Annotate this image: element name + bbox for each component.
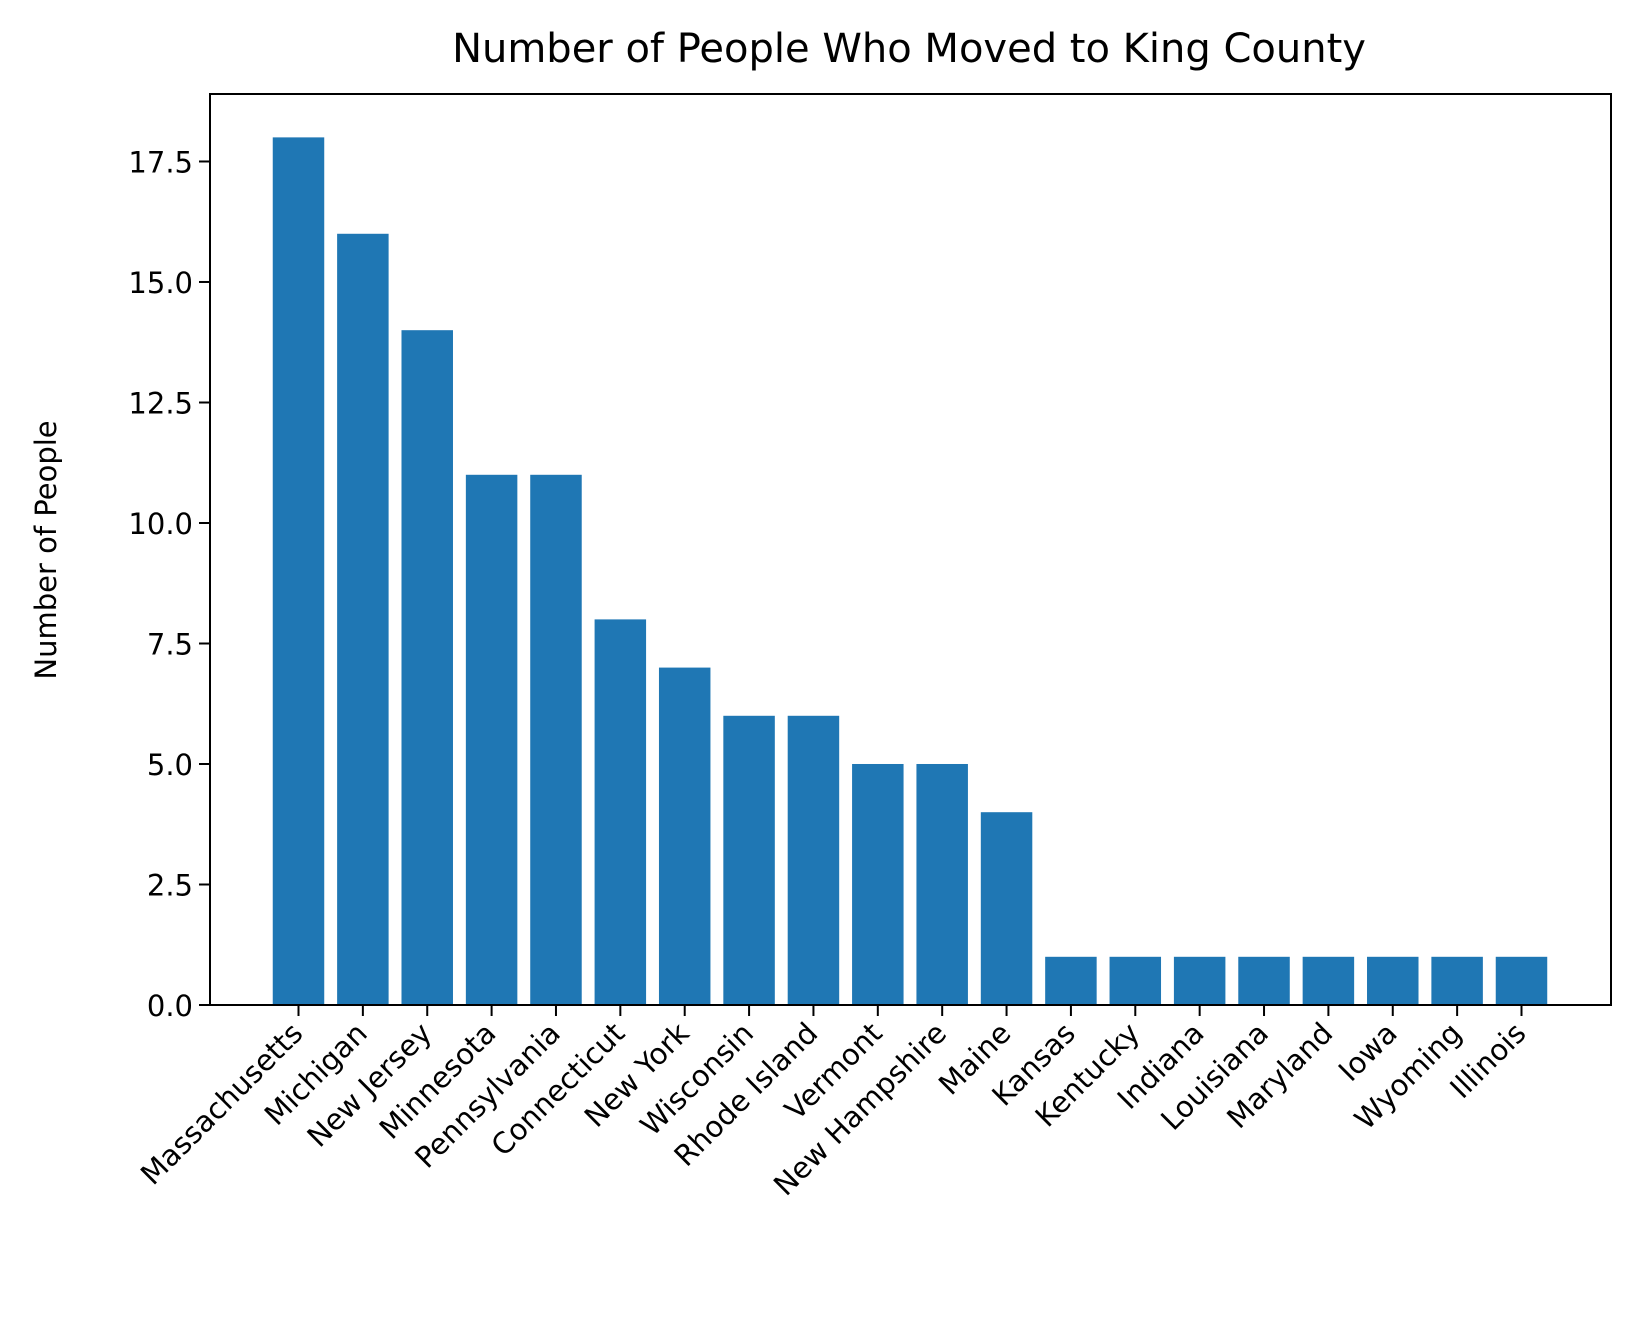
y-axis-ticks: 0.0 2.5 5.0 7.5 10.0 12.5 15.0 17.5	[128, 145, 210, 1023]
y-tick-label: 15.0	[128, 266, 193, 300]
bar-wisconsin	[723, 715, 775, 1005]
bar-pennsylvania	[530, 474, 582, 1005]
y-tick-label: 7.5	[147, 627, 193, 661]
bar-new-jersey	[401, 330, 453, 1005]
chart-title: Number of People Who Moved to King Count…	[452, 26, 1366, 72]
bar-michigan	[337, 233, 389, 1005]
bar-massachusetts	[272, 137, 325, 1005]
bar-connecticut	[594, 619, 647, 1005]
bar-maryland	[1302, 956, 1355, 1005]
bar-iowa	[1367, 956, 1419, 1005]
bar-minnesota	[465, 474, 518, 1005]
bars-group	[272, 137, 1548, 1005]
bar-new-york	[658, 667, 711, 1005]
y-tick-label: 17.5	[128, 145, 193, 179]
y-tick-label: 12.5	[128, 386, 193, 420]
y-tick-label: 2.5	[147, 868, 193, 902]
y-tick-label: 0.0	[147, 989, 193, 1023]
bar-vermont	[852, 763, 904, 1005]
bar-louisiana	[1238, 956, 1290, 1005]
bar-kentucky	[1109, 956, 1162, 1005]
plot-frame	[209, 93, 1612, 1006]
bar-rhode-island	[787, 715, 840, 1005]
y-axis-label: Number of People	[29, 420, 63, 679]
y-tick-label: 10.0	[128, 507, 193, 541]
bar-wyoming	[1431, 956, 1483, 1005]
bar-illinois	[1495, 956, 1548, 1005]
bar-kansas	[1045, 956, 1097, 1005]
bar-indiana	[1173, 956, 1226, 1005]
bar-maine	[980, 812, 1033, 1005]
y-tick-label: 5.0	[147, 748, 193, 782]
bar-new-hampshire	[916, 763, 968, 1005]
